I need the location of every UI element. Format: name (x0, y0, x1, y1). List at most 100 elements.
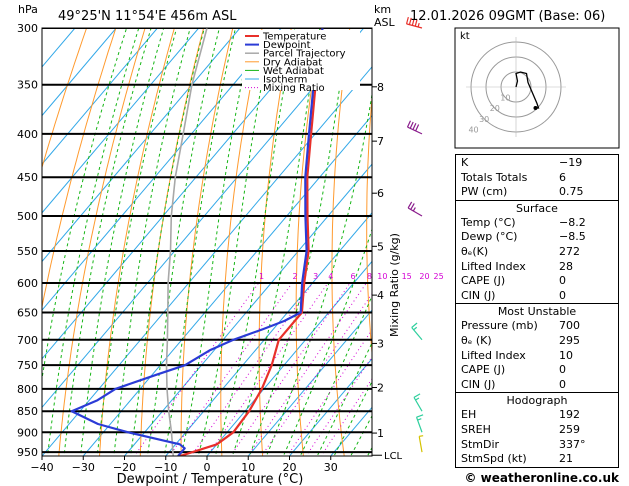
row-label: EH (461, 408, 477, 422)
pressure-tick-label: 700 (17, 334, 38, 347)
wind-barb-flag (411, 322, 418, 328)
isotherm-line (42, 28, 200, 214)
mixing-ratio-tick-label: 2 (292, 272, 297, 281)
isotherm-line (165, 212, 372, 456)
mixing-ratio-tick-label: 25 (434, 272, 444, 281)
pressure-tick-label: 600 (17, 277, 38, 290)
row-label: θₑ (K) (461, 333, 492, 347)
row-value: 0.75 (559, 185, 584, 199)
row-label: Temp (°C) (461, 215, 516, 229)
pressure-tick-label: 400 (17, 128, 38, 141)
row-value: −19 (559, 156, 583, 169)
dry-adiabat-line (180, 28, 234, 456)
dry-adiabat-line (220, 28, 263, 456)
mixing-ratio-axis-label: Mixing Ratio (g/kg) (388, 233, 401, 337)
pressure-tick-label: 750 (17, 359, 38, 372)
row-value: 0 (559, 288, 566, 302)
wind-barb-staff (418, 436, 423, 453)
wet-adiabat-line (46, 28, 140, 456)
legend-label: Mixing Ratio (263, 83, 325, 94)
dry-adiabat-line (258, 28, 292, 456)
row-value: 192 (559, 408, 580, 422)
table-row: CIN (J) 0 (456, 378, 618, 393)
table-row: Pressure (mb) 700 (456, 319, 618, 334)
row-value: 337° (559, 437, 586, 451)
isotherm-line (42, 66, 372, 456)
hodograph-ring-label: 40 (468, 125, 478, 134)
hodograph-ring-label: 30 (479, 115, 489, 124)
dewpoint-profile (70, 28, 324, 456)
legend-background (242, 30, 360, 90)
table-row: StmDir 337° (456, 438, 618, 453)
wet-adiabat-line (79, 28, 165, 456)
table-row: Lifted Index 10 (456, 349, 618, 364)
pressure-tick-label: 650 (17, 307, 38, 320)
x-tick-label: 20 (283, 461, 297, 474)
dry-adiabat-line (295, 28, 322, 456)
km-tick-label: 2 (377, 382, 384, 395)
dry-adiabat-line (331, 28, 351, 456)
x-tick-label: −40 (30, 461, 53, 474)
wet-adiabat-line (282, 227, 372, 456)
legend-label: Parcel Trajectory (263, 49, 346, 60)
profiles-layer (70, 28, 324, 456)
row-label: CIN (J) (461, 288, 496, 302)
asl-unit-label: ASL (374, 16, 396, 29)
wind-barb-staff (413, 397, 423, 412)
location-header: 49°25'N 11°54'E 456m ASL (58, 9, 237, 24)
surface-title: Surface (516, 201, 558, 215)
table-row: θₑ (K) 295 (456, 334, 618, 349)
row-label: θₑ(K) (461, 244, 489, 258)
legend-label: Dewpoint (263, 40, 311, 51)
hodograph-rows: EH 192 SREH 259 StmDir 337° StmSpd (kt) 21 (456, 408, 618, 466)
x-tick-label: −30 (72, 461, 95, 474)
indices-panel: K −19 Totals Totals 6 PW (cm) 0.75 Surface Te… (455, 154, 619, 468)
wind-barb-flag (410, 203, 415, 210)
isotherm-line (289, 357, 372, 456)
wind-barb-half-flag (417, 22, 420, 28)
km-unit-label: km (374, 3, 391, 16)
lcl-label: LCL (384, 451, 403, 462)
most-unstable-section: Most Unstable Pressure (mb) 700 θₑ (K) 295 L… (456, 303, 618, 392)
table-row: PW (cm) 0.75 (456, 185, 618, 200)
wet-adiabat-line (163, 28, 237, 456)
wind-barb-flag (409, 121, 414, 129)
wind-barb (415, 414, 424, 433)
row-value: 700 (559, 319, 580, 333)
grid-layer (42, 28, 372, 456)
mixing-ratio-tick-label: 1 (259, 272, 264, 281)
surface-rows: Temp (°C) −8.2 Dewp (°C) −8.5 θₑ(K) 272 Lifted… (456, 216, 618, 304)
dry-adiabat-line (42, 28, 117, 310)
row-value: 10 (559, 348, 573, 362)
datetime-header: 12.01.2026 09GMT (Base: 06) (410, 9, 605, 24)
wet-adiabat-line (214, 28, 296, 456)
row-value: −8.2 (559, 215, 586, 229)
wind-barb-half-flag (415, 397, 420, 401)
isotherm-line (42, 28, 323, 360)
row-value: −8.5 (559, 230, 586, 244)
row-label: Totals Totals (461, 170, 528, 184)
temperature-profile (179, 28, 324, 456)
mixing-ratio-line (168, 282, 293, 456)
wind-barb-flag (413, 393, 421, 398)
row-label: CIN (J) (461, 377, 496, 391)
wet-adiabat-line (231, 28, 321, 456)
wind-barb-staff (411, 327, 423, 341)
pressure-tick-label: 900 (17, 426, 38, 439)
wet-adiabat-line (96, 28, 178, 456)
isotherm-line (42, 28, 365, 409)
km-tick-label: 8 (377, 81, 384, 94)
hpa-unit-label: hPa (18, 3, 38, 16)
legend-label: Isotherm (263, 75, 307, 86)
hodograph-ring-label: 20 (490, 104, 500, 113)
wet-adiabat-line (197, 28, 274, 456)
hodograph-trace (515, 71, 540, 109)
row-value: 295 (559, 333, 580, 347)
table-row: θₑ(K) 272 (456, 245, 618, 260)
dry-adiabat-line (366, 91, 372, 359)
x-tick-label: −20 (113, 461, 136, 474)
dry-adiabat-line (58, 28, 146, 456)
